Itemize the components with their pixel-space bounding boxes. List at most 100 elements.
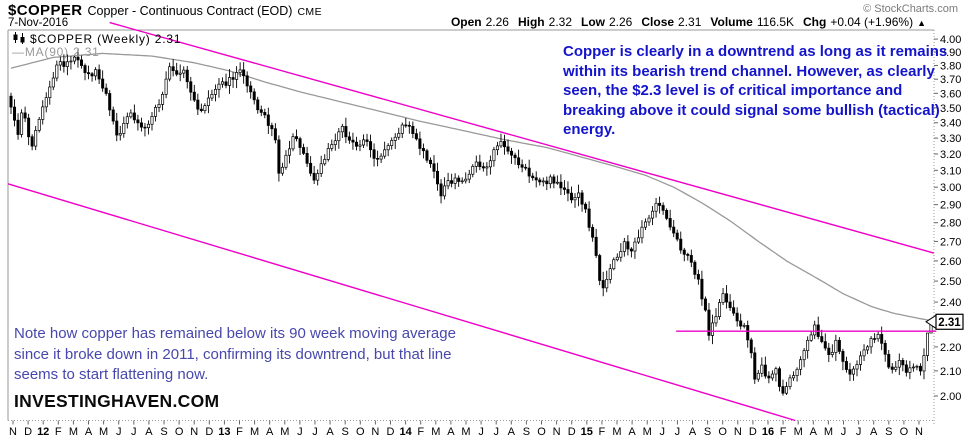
svg-text:N: N: [915, 426, 923, 438]
svg-text:M: M: [280, 426, 289, 438]
svg-text:O: O: [900, 426, 909, 438]
svg-text:3.20: 3.20: [940, 149, 961, 161]
svg-text:O: O: [356, 426, 365, 438]
exchange-label: CME: [297, 6, 322, 18]
svg-text:D: D: [24, 426, 32, 438]
ma-legend-label: MA(90) 2.31: [24, 45, 100, 59]
svg-text:J: J: [478, 426, 484, 438]
svg-text:S: S: [704, 426, 711, 438]
svg-text:3.60: 3.60: [940, 88, 961, 100]
stockcharts-credit: © StockCharts.com: [863, 3, 958, 15]
svg-text:3.90: 3.90: [940, 47, 961, 59]
svg-text:M: M: [69, 426, 78, 438]
svg-text:D: D: [205, 426, 213, 438]
change-up-icon: ▲: [917, 18, 926, 28]
svg-text:3.70: 3.70: [940, 74, 961, 86]
svg-text:A: A: [810, 426, 818, 438]
contract-description: Copper - Continuous Contract (EOD): [87, 4, 293, 18]
svg-text:15: 15: [581, 426, 593, 438]
ohlc-quote-row: Open 2.26 High 2.32 Low 2.26 Close 2.31 Volume 11…: [442, 15, 926, 29]
svg-text:2.31: 2.31: [938, 317, 961, 329]
svg-text:S: S: [885, 426, 892, 438]
svg-text:M: M: [250, 426, 259, 438]
svg-text:J: J: [660, 426, 666, 438]
svg-text:F: F: [417, 426, 424, 438]
annotation-bottom-note: Note how copper has remained below its 9…: [14, 325, 456, 383]
svg-text:2.40: 2.40: [940, 297, 961, 309]
time-axis: N D 12 F M A M J J A S O N D 13 F M A M J J A S O N D 14 F M A M J J A S O N…: [9, 420, 923, 438]
svg-text:M: M: [794, 426, 803, 438]
svg-text:2.10: 2.10: [940, 366, 961, 378]
investinghaven-watermark: INVESTINGHAVEN.COM: [14, 391, 220, 411]
svg-text:N: N: [190, 426, 198, 438]
svg-text:J: J: [131, 426, 137, 438]
last-price-callout: 2.31: [925, 313, 964, 330]
svg-text:J: J: [312, 426, 318, 438]
svg-text:13: 13: [218, 426, 230, 438]
ma-legend: —MA(90) 2.31: [12, 45, 100, 59]
svg-text:S: S: [160, 426, 167, 438]
svg-text:D: D: [568, 426, 576, 438]
svg-text:O: O: [175, 426, 184, 438]
svg-text:M: M: [643, 426, 652, 438]
svg-text:N: N: [9, 426, 17, 438]
ticker-symbol: $COPPER: [8, 2, 83, 19]
svg-text:2.60: 2.60: [940, 256, 961, 268]
series-legend-label: $COPPER (Weekly) 2.31: [30, 32, 182, 46]
svg-text:2.70: 2.70: [940, 236, 961, 248]
svg-text:F: F: [599, 426, 606, 438]
quote-value: 2.26: [609, 15, 633, 29]
trend-channel: [7, 21, 937, 422]
quote-value: 2.31: [678, 15, 702, 29]
svg-text:3.80: 3.80: [940, 60, 961, 72]
svg-text:S: S: [342, 426, 349, 438]
svg-text:A: A: [508, 426, 516, 438]
svg-text:M: M: [99, 426, 108, 438]
svg-text:F: F: [55, 426, 62, 438]
quote-label: High: [517, 15, 545, 29]
quote-value: 2.32: [548, 15, 572, 29]
ma90-line: [10, 52, 932, 322]
svg-text:A: A: [85, 426, 93, 438]
svg-text:A: A: [870, 426, 878, 438]
svg-text:J: J: [297, 426, 303, 438]
svg-text:D: D: [749, 426, 757, 438]
svg-text:4.00: 4.00: [940, 34, 961, 46]
quote-label: Open: [450, 15, 482, 29]
svg-text:M: M: [612, 426, 621, 438]
svg-text:M: M: [431, 426, 440, 438]
quote-label: Volume: [710, 15, 753, 29]
svg-text:F: F: [780, 426, 787, 438]
svg-text:3.30: 3.30: [940, 133, 961, 145]
svg-text:2.20: 2.20: [940, 342, 961, 354]
svg-text:A: A: [326, 426, 334, 438]
svg-text:O: O: [718, 426, 727, 438]
chart-header: $COPPER Copper - Continuous Contract (EOD…: [8, 2, 322, 20]
svg-text:14: 14: [399, 426, 412, 438]
candlesticks: [9, 49, 933, 396]
annotation-top-note: Copper is clearly in a downtrend as long…: [563, 43, 948, 138]
quote-value: 116.5K: [756, 15, 795, 29]
svg-text:2.50: 2.50: [940, 276, 961, 288]
svg-text:J: J: [856, 426, 862, 438]
svg-text:3.40: 3.40: [940, 118, 961, 130]
candlestick-mini-icon: [13, 32, 25, 44]
svg-text:N: N: [553, 426, 561, 438]
svg-text:J: J: [493, 426, 499, 438]
svg-text:O: O: [537, 426, 546, 438]
svg-text:S: S: [523, 426, 530, 438]
svg-text:2.80: 2.80: [940, 218, 961, 230]
upper-channel-line: [109, 21, 935, 254]
series-legend: $COPPER (Weekly) 2.31: [12, 32, 181, 46]
svg-text:12: 12: [37, 426, 49, 438]
svg-text:A: A: [266, 426, 274, 438]
svg-text:A: A: [689, 426, 697, 438]
lower-channel-line: [7, 183, 796, 422]
svg-text:N: N: [734, 426, 742, 438]
svg-text:D: D: [387, 426, 395, 438]
svg-text:J: J: [675, 426, 681, 438]
svg-text:A: A: [628, 426, 636, 438]
svg-text:J: J: [116, 426, 122, 438]
svg-text:2.90: 2.90: [940, 200, 961, 212]
